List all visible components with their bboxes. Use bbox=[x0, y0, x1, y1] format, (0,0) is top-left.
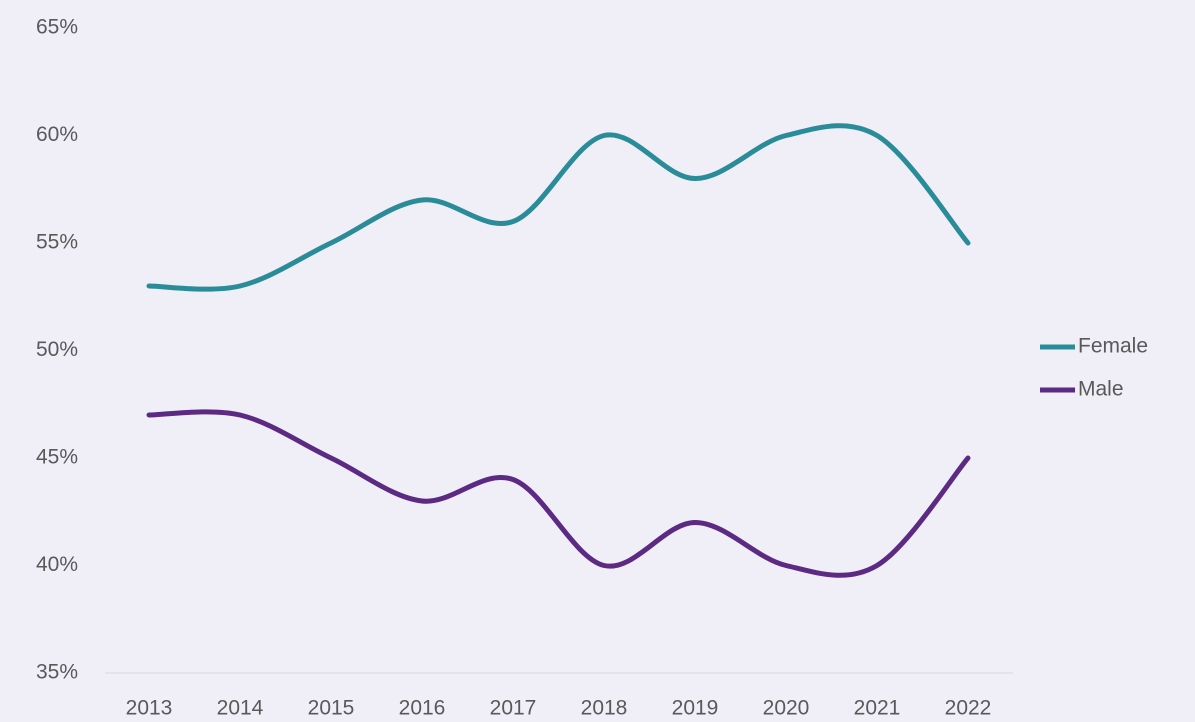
x-tick-label: 2014 bbox=[217, 697, 264, 720]
x-tick-label: 2016 bbox=[399, 697, 446, 720]
x-tick-label: 2017 bbox=[490, 697, 537, 720]
x-tick-label: 2013 bbox=[126, 697, 173, 720]
y-tick-label: 65% bbox=[36, 16, 78, 39]
x-tick-label: 2020 bbox=[763, 697, 810, 720]
y-tick-label: 55% bbox=[36, 231, 78, 254]
legend-label: Female bbox=[1078, 335, 1148, 358]
x-tick-label: 2022 bbox=[945, 697, 992, 720]
y-tick-label: 45% bbox=[36, 446, 78, 469]
y-tick-label: 40% bbox=[36, 553, 78, 576]
series-line bbox=[146, 123, 971, 292]
y-tick-label: 35% bbox=[36, 661, 78, 684]
legend-label: Male bbox=[1078, 378, 1124, 401]
series-line bbox=[146, 409, 971, 578]
x-tick-label: 2021 bbox=[854, 697, 901, 720]
x-tick-label: 2015 bbox=[308, 697, 355, 720]
y-tick-label: 50% bbox=[36, 338, 78, 361]
x-tick-label: 2018 bbox=[581, 697, 628, 720]
y-tick-label: 60% bbox=[36, 123, 78, 146]
x-tick-label: 2019 bbox=[672, 697, 719, 720]
